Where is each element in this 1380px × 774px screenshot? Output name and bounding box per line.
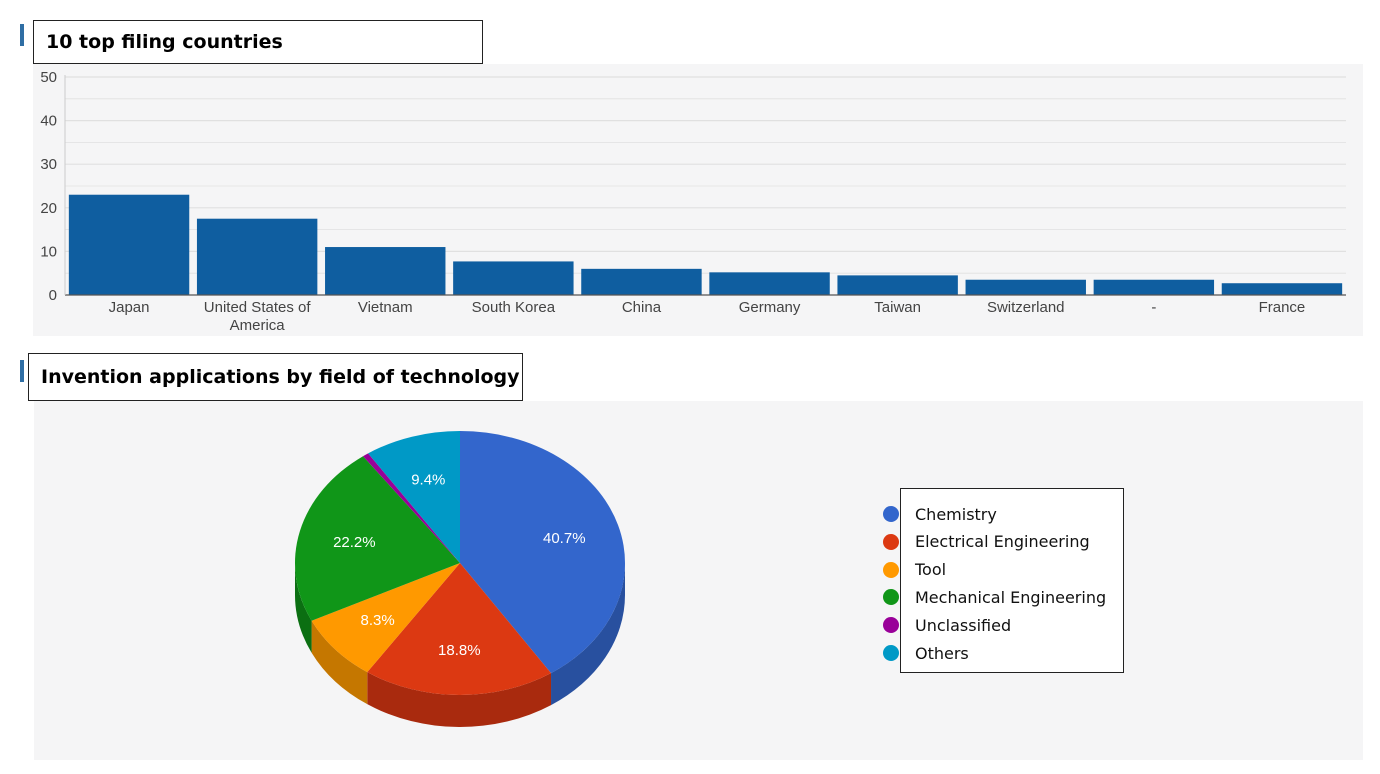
legend-item-chemistry: Chemistry — [883, 502, 997, 526]
pie-slice-label: 8.3% — [361, 612, 395, 629]
legend-swatch — [883, 506, 899, 522]
legend-item-electrical-engineering: Electrical Engineering — [883, 530, 1090, 554]
pie-slice-label: 18.8% — [438, 642, 481, 659]
pie-legend: Chemistry Electrical Engineering Tool Mecha… — [900, 488, 1124, 673]
pie-slice-label: 22.2% — [333, 534, 376, 551]
pie-slice-label: 40.7% — [543, 530, 586, 547]
legend-swatch — [883, 617, 899, 633]
legend-swatch — [883, 562, 899, 578]
pie-chart: 40.7% 18.8% 8.3% 22.2% 9.4% — [0, 0, 1380, 774]
legend-label: Tool — [915, 560, 946, 579]
legend-label: Others — [915, 644, 969, 663]
legend-item-others: Others — [883, 641, 969, 665]
legend-swatch — [883, 645, 899, 661]
legend-swatch — [883, 589, 899, 605]
legend-label: Chemistry — [915, 505, 997, 524]
legend-label: Mechanical Engineering — [915, 588, 1106, 607]
legend-item-tool: Tool — [883, 558, 946, 582]
legend-label: Unclassified — [915, 616, 1011, 635]
legend-item-unclassified: Unclassified — [883, 613, 1011, 637]
pie-slice-label: 9.4% — [411, 472, 445, 489]
legend-item-mechanical-engineering: Mechanical Engineering — [883, 585, 1106, 609]
legend-swatch — [883, 534, 899, 550]
legend-label: Electrical Engineering — [915, 532, 1090, 551]
